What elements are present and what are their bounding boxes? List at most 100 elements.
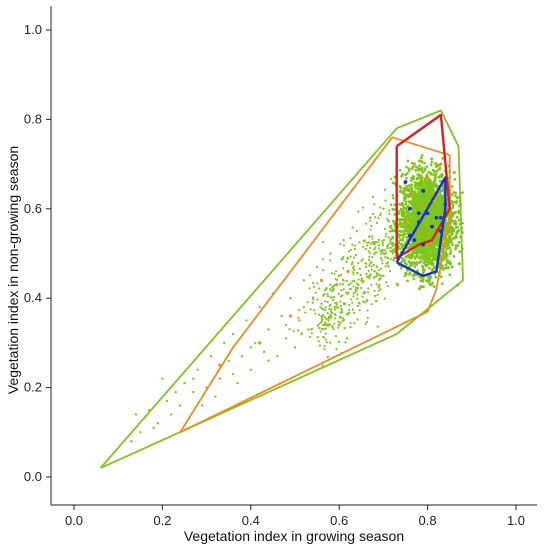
orange-point: [319, 278, 324, 282]
cloud-point: [413, 223, 417, 227]
cloud-point: [397, 212, 400, 216]
cloud-point: [418, 204, 422, 208]
cloud-point: [369, 228, 372, 231]
cloud-point: [439, 275, 443, 279]
green-point: [218, 377, 222, 380]
cloud-point: [384, 251, 388, 254]
cloud-point: [306, 301, 309, 304]
green-point: [298, 319, 301, 322]
cloud-point: [377, 269, 380, 272]
cloud-point: [437, 168, 441, 171]
cloud-point: [421, 222, 425, 225]
cloud-point: [329, 303, 332, 307]
x-tick-label: 1.0: [507, 513, 525, 528]
cloud-point: [423, 205, 427, 209]
cloud-point: [330, 296, 333, 299]
cloud-point: [340, 273, 343, 276]
cloud-point: [454, 210, 457, 214]
cloud-point: [345, 313, 348, 316]
cloud-point: [391, 207, 395, 211]
green-point: [200, 404, 204, 407]
cloud-point: [316, 324, 319, 327]
green-point: [192, 377, 195, 380]
cloud-point: [368, 235, 371, 238]
cloud-point: [335, 303, 338, 306]
cloud-point: [405, 263, 408, 266]
cloud-point: [334, 284, 337, 287]
cloud-point: [430, 213, 433, 217]
cloud-point: [349, 326, 352, 329]
cloud-point: [341, 278, 344, 281]
cloud-point: [374, 299, 377, 303]
cloud-point: [368, 264, 371, 267]
cloud-point: [430, 209, 434, 213]
cloud-point: [370, 265, 373, 268]
cloud-point: [406, 218, 410, 221]
green-point: [267, 359, 270, 362]
cloud-point: [324, 338, 327, 341]
cloud-point: [371, 195, 375, 198]
cloud-point: [457, 211, 461, 215]
cloud-point: [400, 208, 403, 212]
cloud-point: [455, 215, 459, 219]
green-point: [147, 408, 151, 412]
cloud-point: [375, 265, 378, 268]
cloud-point: [419, 197, 423, 201]
cloud-point: [423, 268, 427, 272]
green-point: [139, 431, 142, 434]
cloud-point: [424, 257, 428, 261]
cloud-point: [410, 219, 414, 223]
cloud-point: [367, 250, 370, 253]
cloud-point: [410, 244, 414, 248]
cloud-point: [412, 273, 416, 277]
cloud-point: [400, 225, 404, 229]
y-tick-label: 0.2: [24, 380, 42, 395]
cloud-point: [429, 171, 433, 175]
cloud-point: [428, 189, 432, 193]
cloud-point: [449, 249, 453, 253]
cloud-point: [352, 311, 355, 314]
cloud-point: [324, 306, 327, 309]
cloud-point: [410, 255, 413, 258]
cloud-point: [367, 269, 370, 272]
cloud-point: [330, 311, 334, 315]
y-ticks: 0.0 0.2 0.4 0.6 0.8 1.0: [24, 22, 51, 484]
cloud-point: [383, 227, 387, 231]
cloud-point: [331, 325, 334, 329]
cloud-point: [352, 295, 355, 298]
cloud-point: [388, 270, 392, 273]
cloud-point: [343, 327, 346, 330]
cloud-point: [391, 235, 394, 238]
cloud-point: [335, 270, 338, 273]
cloud-point: [377, 289, 380, 292]
cloud-point: [318, 287, 321, 290]
cloud-point: [377, 247, 380, 250]
blue-point: [416, 220, 421, 225]
cloud-point: [339, 295, 343, 298]
cloud-point: [381, 244, 385, 247]
cloud-point: [439, 195, 443, 199]
cloud-point: [297, 316, 300, 319]
cloud-point: [371, 255, 374, 259]
cloud-point: [424, 220, 427, 223]
cloud-point: [434, 175, 437, 179]
green-point: [284, 323, 288, 327]
green-point: [156, 422, 160, 425]
cloud-point: [447, 242, 450, 246]
cloud-point: [392, 197, 395, 200]
cloud-point: [339, 300, 342, 303]
cloud-point: [457, 229, 461, 232]
cloud-point: [455, 200, 459, 203]
cloud-point: [388, 230, 391, 233]
cloud-point: [374, 216, 377, 219]
cloud-point: [389, 239, 392, 242]
cloud-point: [327, 317, 330, 320]
blue-point: [412, 238, 417, 242]
cloud-point: [434, 200, 438, 203]
cloud-point: [337, 340, 340, 343]
cloud-point: [345, 260, 348, 263]
x-axis-title: Vegetation index in growing season: [184, 528, 404, 544]
cloud-point: [370, 268, 373, 271]
cloud-point: [406, 225, 409, 228]
cloud-point: [410, 176, 413, 180]
